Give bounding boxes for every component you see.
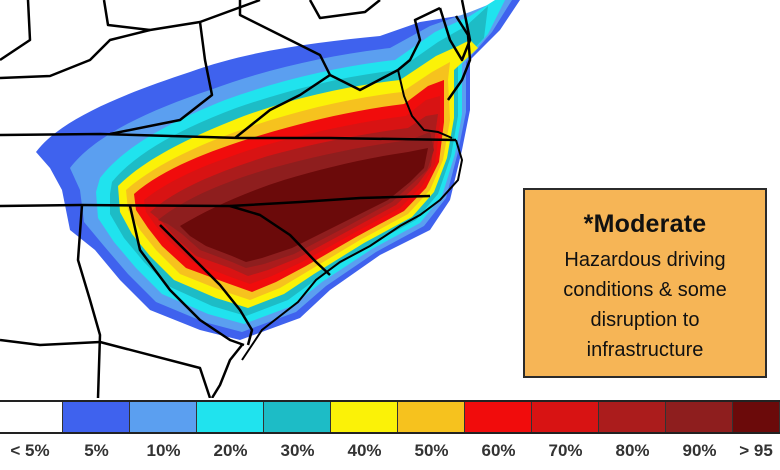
legend-swatch [532,402,599,432]
legend-swatch [733,402,780,432]
legend-label: > 95 [739,441,773,460]
map-canvas [0,0,520,398]
legend-label: 70% [548,441,583,460]
legend-swatch [264,402,331,432]
legend-swatch [666,402,733,432]
legend-label: 5% [84,441,109,460]
legend-swatch [331,402,398,432]
legend-swatch [465,402,532,432]
legend-labels: < 5% 5% 10% 20% 30% 40% 50% 60% 70% 80% 90% > 95 [0,438,780,470]
legend-color-bar [0,400,780,434]
legend-label: 30% [280,441,315,460]
legend-label: 80% [615,441,650,460]
legend-label: 50% [414,441,449,460]
legend-label: 20% [213,441,248,460]
band-95 [180,148,428,262]
state-boundaries [0,0,472,398]
legend-swatch [398,402,465,432]
probability-bands [36,0,520,340]
probability-map [0,0,520,398]
legend-swatch [599,402,666,432]
legend-swatch [130,402,197,432]
legend-label: < 5% [10,441,50,460]
info-card-title: *Moderate [583,210,707,238]
coastline [241,69,464,361]
legend-swatch [63,402,130,432]
legend-swatch [0,402,63,432]
legend-label: 90% [682,441,717,460]
legend-label: 40% [347,441,382,460]
legend-label: 60% [481,441,516,460]
legend-label: 10% [146,441,181,460]
impact-info-card: *Moderate Hazardous driving conditions &… [523,188,767,378]
legend-swatch [197,402,264,432]
info-card-description: Hazardous driving conditions & some disr… [563,249,727,361]
